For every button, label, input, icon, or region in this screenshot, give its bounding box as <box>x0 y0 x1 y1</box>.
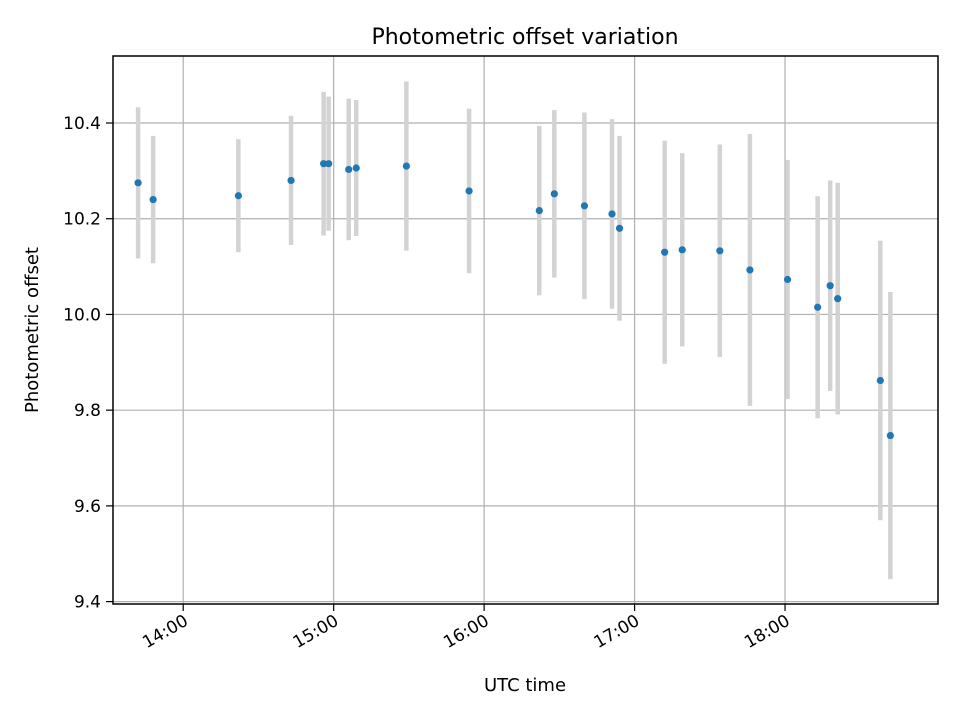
y-tick-label: 9.8 <box>74 401 101 421</box>
data-point <box>580 202 589 210</box>
data-point <box>876 376 884 385</box>
data-point <box>550 190 558 198</box>
x-tick-label: 18:00 <box>741 611 793 653</box>
data-point <box>234 192 242 200</box>
data-point <box>287 176 295 185</box>
y-axis-ticks: 9.4 9.6 9.8 10.0 10.2 10.4 <box>63 114 113 613</box>
y-tick-label: 9.6 <box>74 497 101 517</box>
x-tick-label: 15:00 <box>290 611 342 653</box>
x-axis-label: UTC time <box>484 675 566 696</box>
data-point <box>608 210 616 218</box>
data-point <box>783 275 792 284</box>
error-bars <box>135 81 893 580</box>
data-point <box>402 162 410 170</box>
data-point <box>325 160 333 168</box>
data-point <box>465 187 473 195</box>
data-point <box>352 164 360 172</box>
y-tick-label: 9.4 <box>74 593 101 613</box>
data-point <box>535 206 543 215</box>
data-point <box>716 247 724 255</box>
y-tick-label: 10.0 <box>63 305 101 325</box>
data-point <box>615 224 624 232</box>
y-tick-label: 10.4 <box>63 114 101 134</box>
data-points <box>134 160 894 440</box>
y-tick-label: 10.2 <box>63 210 101 230</box>
data-point <box>826 282 834 290</box>
x-tick-label: 14:00 <box>139 611 191 653</box>
grid-lines <box>113 56 938 604</box>
data-point <box>746 266 754 274</box>
data-point <box>814 303 822 311</box>
data-point <box>134 179 142 187</box>
x-tick-label: 17:00 <box>591 611 643 653</box>
chart-title: Photometric offset variation <box>371 25 678 50</box>
data-point <box>661 248 669 256</box>
x-axis-ticks: 14:00 15:00 16:00 17:00 18:00 <box>139 604 794 653</box>
data-point <box>886 431 894 440</box>
plot-frame <box>112 55 939 605</box>
data-point <box>834 295 842 303</box>
x-tick-label: 16:00 <box>440 611 492 653</box>
data-point <box>345 165 353 174</box>
data-point <box>149 195 157 204</box>
data-point <box>678 246 686 254</box>
data-point <box>320 160 328 168</box>
y-axis-label: Photometric offset <box>22 247 43 413</box>
